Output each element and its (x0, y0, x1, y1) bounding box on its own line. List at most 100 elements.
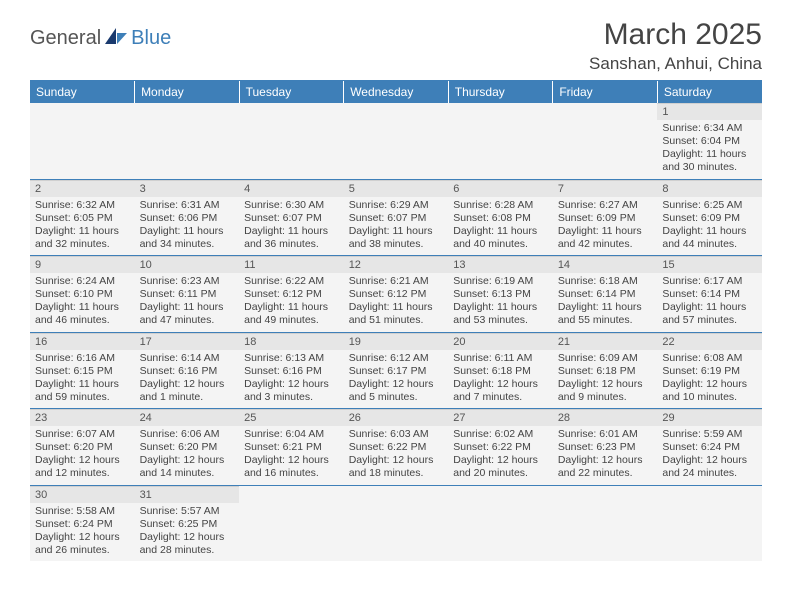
sunset-text: Sunset: 6:07 PM (349, 212, 444, 225)
sunrise-text: Sunrise: 6:06 AM (140, 428, 235, 441)
daylight-text: Daylight: 12 hours and 10 minutes. (662, 378, 757, 404)
day-cell: 1Sunrise: 6:34 AMSunset: 6:04 PMDaylight… (657, 103, 762, 179)
daylight-text: Daylight: 11 hours and 46 minutes. (35, 301, 130, 327)
day-number: 3 (135, 180, 240, 197)
sunset-text: Sunset: 6:15 PM (35, 365, 130, 378)
day-cell: 25Sunrise: 6:04 AMSunset: 6:21 PMDayligh… (239, 409, 344, 486)
daylight-text: Daylight: 12 hours and 20 minutes. (453, 454, 548, 480)
day-cell: 18Sunrise: 6:13 AMSunset: 6:16 PMDayligh… (239, 332, 344, 409)
sunset-text: Sunset: 6:10 PM (35, 288, 130, 301)
day-number: 14 (553, 256, 658, 273)
day-number: 7 (553, 180, 658, 197)
day-content: Sunrise: 6:32 AMSunset: 6:05 PMDaylight:… (30, 197, 135, 256)
day-content: Sunrise: 6:14 AMSunset: 6:16 PMDaylight:… (135, 350, 240, 409)
sunrise-text: Sunrise: 6:16 AM (35, 352, 130, 365)
day-cell: 15Sunrise: 6:17 AMSunset: 6:14 PMDayligh… (657, 256, 762, 333)
week-row: 30 Sunrise: 5:58 AMSunset: 6:24 PM Dayligh… (30, 485, 762, 561)
daylight-text: Daylight: 12 hours and 28 minutes. (140, 531, 235, 557)
day-number: 5 (344, 180, 449, 197)
sunset-text: Sunset: 6:22 PM (453, 441, 548, 454)
day-number: 13 (448, 256, 553, 273)
day-number: 11 (239, 256, 344, 273)
day-number: 27 (448, 409, 553, 426)
day-content: Sunrise: 6:30 AMSunset: 6:07 PMDaylight:… (239, 197, 344, 256)
week-row: 1Sunrise: 6:34 AMSunset: 6:04 PMDaylight… (30, 103, 762, 179)
day-cell (239, 485, 344, 561)
sunset-text: Sunset: 6:18 PM (453, 365, 548, 378)
sunrise-text: Sunrise: 5:58 AM (35, 505, 130, 518)
day-content: Sunrise: 6:17 AMSunset: 6:14 PMDaylight:… (657, 273, 762, 332)
daylight-text: Daylight: 11 hours and 32 minutes. (35, 225, 130, 251)
sunrise-text: Sunrise: 6:09 AM (558, 352, 653, 365)
daylight-text: Daylight: 12 hours and 22 minutes. (558, 454, 653, 480)
day-content: Sunrise: 6:27 AMSunset: 6:09 PMDaylight:… (553, 197, 658, 256)
sunrise-text: Sunrise: 6:07 AM (35, 428, 130, 441)
day-cell (657, 485, 762, 561)
day-content: Sunrise: 6:23 AMSunset: 6:11 PMDaylight:… (135, 273, 240, 332)
col-saturday: Saturday (657, 81, 762, 103)
day-number: 22 (657, 333, 762, 350)
day-number: 23 (30, 409, 135, 426)
sunset-text: Sunset: 6:09 PM (558, 212, 653, 225)
logo-text-general: General (30, 27, 101, 50)
sunrise-text: Sunrise: 5:59 AM (662, 428, 757, 441)
day-number: 19 (344, 333, 449, 350)
daylight-text: Daylight: 11 hours and 38 minutes. (349, 225, 444, 251)
sunrise-text: Sunrise: 6:18 AM (558, 275, 653, 288)
day-cell (553, 103, 658, 179)
sunrise-text: Sunrise: 6:24 AM (35, 275, 130, 288)
sunrise-text: Sunrise: 6:30 AM (244, 199, 339, 212)
sunset-text: Sunset: 6:13 PM (453, 288, 548, 301)
day-number: 30 (30, 486, 135, 503)
day-cell: 2Sunrise: 6:32 AMSunset: 6:05 PMDaylight… (30, 179, 135, 256)
day-cell: 23Sunrise: 6:07 AMSunset: 6:20 PMDayligh… (30, 409, 135, 486)
day-content: Sunrise: 6:02 AMSunset: 6:22 PMDaylight:… (448, 426, 553, 485)
sunrise-text: Sunrise: 6:08 AM (662, 352, 757, 365)
col-thursday: Thursday (448, 81, 553, 103)
day-cell: 11Sunrise: 6:22 AMSunset: 6:12 PMDayligh… (239, 256, 344, 333)
sunrise-text: Sunrise: 6:01 AM (558, 428, 653, 441)
day-number: 26 (344, 409, 449, 426)
day-cell: 29Sunrise: 5:59 AMSunset: 6:24 PMDayligh… (657, 409, 762, 486)
daylight-text: Daylight: 11 hours and 51 minutes. (349, 301, 444, 327)
day-cell: 30Sunrise: 5:58 AMSunset: 6:24 PMDayligh… (30, 485, 135, 561)
day-number: 4 (239, 180, 344, 197)
day-content: Sunrise: 6:29 AMSunset: 6:07 PMDaylight:… (344, 197, 449, 256)
header: General Blue March 2025 Sanshan, Anhui, … (30, 18, 762, 74)
daylight-text: Daylight: 12 hours and 14 minutes. (140, 454, 235, 480)
daylight-text: Daylight: 11 hours and 34 minutes. (140, 225, 235, 251)
day-number: 9 (30, 256, 135, 273)
sunset-text: Sunset: 6:20 PM (35, 441, 130, 454)
daylight-text: Daylight: 12 hours and 5 minutes. (349, 378, 444, 404)
day-cell: 21Sunrise: 6:09 AMSunset: 6:18 PMDayligh… (553, 332, 658, 409)
sunset-text: Sunset: 6:04 PM (662, 135, 757, 148)
day-content: Sunrise: 6:04 AMSunset: 6:21 PMDaylight:… (239, 426, 344, 485)
sunrise-text: Sunrise: 6:23 AM (140, 275, 235, 288)
day-number: 21 (553, 333, 658, 350)
day-cell (448, 103, 553, 179)
day-cell (344, 485, 449, 561)
sunset-text: Sunset: 6:24 PM (35, 518, 130, 531)
sunrise-text: Sunrise: 6:17 AM (662, 275, 757, 288)
sunrise-text: Sunrise: 6:25 AM (662, 199, 757, 212)
page-title: March 2025 (589, 18, 762, 52)
day-number: 15 (657, 256, 762, 273)
day-content: Sunrise: 6:12 AMSunset: 6:17 PMDaylight:… (344, 350, 449, 409)
sunrise-text: Sunrise: 6:32 AM (35, 199, 130, 212)
sunrise-text: Sunrise: 6:02 AM (453, 428, 548, 441)
day-cell: 19Sunrise: 6:12 AMSunset: 6:17 PMDayligh… (344, 332, 449, 409)
daylight-text: Daylight: 11 hours and 40 minutes. (453, 225, 548, 251)
daylight-text: Daylight: 12 hours and 18 minutes. (349, 454, 444, 480)
col-tuesday: Tuesday (239, 81, 344, 103)
daylight-text: Daylight: 12 hours and 24 minutes. (662, 454, 757, 480)
day-cell: 9 Sunrise: 6:24 AMSunset: 6:10 PMDaylight… (30, 256, 135, 333)
day-cell: 22Sunrise: 6:08 AMSunset: 6:19 PMDayligh… (657, 332, 762, 409)
sunrise-text: Sunrise: 5:57 AM (140, 505, 235, 518)
sunset-text: Sunset: 6:14 PM (662, 288, 757, 301)
daylight-text: Daylight: 12 hours and 3 minutes. (244, 378, 339, 404)
sunrise-text: Sunrise: 6:12 AM (349, 352, 444, 365)
sunrise-text: Sunrise: 6:21 AM (349, 275, 444, 288)
daylight-text: Daylight: 11 hours and 36 minutes. (244, 225, 339, 251)
sunset-text: Sunset: 6:20 PM (140, 441, 235, 454)
day-number: 24 (135, 409, 240, 426)
